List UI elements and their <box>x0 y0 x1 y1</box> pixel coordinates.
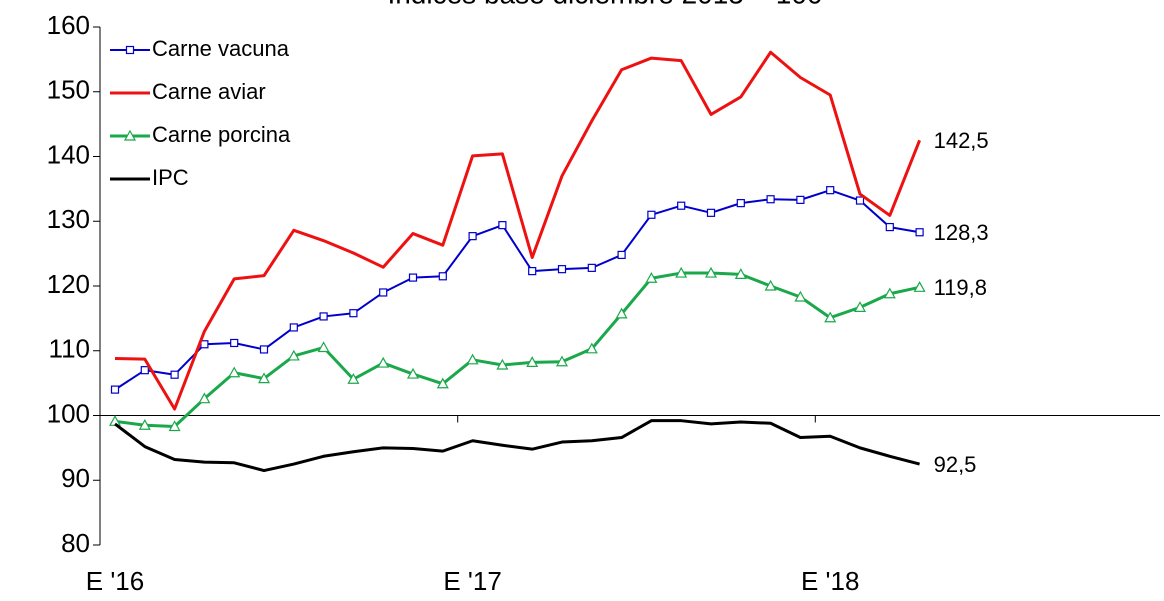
data-label: 128,3 <box>934 220 989 245</box>
y-tick-label: 90 <box>61 463 90 493</box>
marker <box>557 265 567 274</box>
data-label: 92,5 <box>934 452 977 477</box>
marker <box>408 273 418 282</box>
series: 142,5 <box>114 50 989 411</box>
marker <box>110 385 120 394</box>
marker <box>257 372 271 384</box>
series-line <box>114 189 920 391</box>
y-tick-label: 110 <box>49 334 90 364</box>
marker <box>498 221 507 230</box>
marker <box>406 367 420 379</box>
marker <box>796 195 805 204</box>
legend-item: Carne porcina <box>110 122 291 147</box>
marker <box>528 267 537 276</box>
legend-item: IPC <box>110 165 189 190</box>
marker <box>349 309 358 318</box>
marker <box>228 366 241 378</box>
legend-label: IPC <box>152 165 189 190</box>
marker <box>287 349 300 361</box>
y-tick-label: 150 <box>47 75 90 105</box>
marker <box>885 222 894 232</box>
marker <box>555 355 569 367</box>
marker <box>645 271 658 283</box>
chart-title: Indices base diciembre 2015 = 100 <box>387 0 822 9</box>
series: 128,3 <box>110 186 989 394</box>
marker <box>675 266 688 278</box>
marker <box>319 312 328 321</box>
series: 119,8 <box>108 266 987 432</box>
data-label: 119,8 <box>934 275 987 300</box>
y-tick-label: 160 <box>47 10 90 40</box>
marker <box>468 232 477 241</box>
marker <box>138 418 151 430</box>
x-tick-label: E '18 <box>801 566 859 596</box>
marker <box>198 392 211 404</box>
marker <box>734 268 747 279</box>
marker <box>794 290 807 302</box>
series-line <box>114 271 920 429</box>
marker <box>826 186 835 195</box>
series-line <box>114 50 921 411</box>
marker <box>883 287 896 299</box>
marker <box>915 228 924 237</box>
marker <box>125 45 135 55</box>
y-tick-label: 120 <box>47 269 90 299</box>
y-tick-label: 140 <box>47 139 90 169</box>
marker <box>123 129 137 141</box>
marker <box>617 250 626 260</box>
marker <box>496 358 509 370</box>
legend-item: Carne vacuna <box>110 36 290 61</box>
marker <box>438 272 447 281</box>
marker <box>526 356 539 368</box>
legend-label: Carne porcina <box>152 122 291 147</box>
marker <box>140 366 149 375</box>
marker <box>170 370 179 379</box>
marker <box>587 263 596 272</box>
marker <box>289 323 298 332</box>
x-tick-label: E '16 <box>86 566 144 596</box>
legend-item: Carne aviar <box>110 79 266 104</box>
marker <box>466 353 479 365</box>
series-line <box>114 419 920 473</box>
x-tick-label: E '17 <box>443 566 501 596</box>
marker <box>647 210 656 219</box>
marker <box>347 373 360 384</box>
y-tick-label: 80 <box>61 528 90 558</box>
marker <box>615 307 628 319</box>
marker <box>736 199 745 208</box>
marker <box>168 420 181 432</box>
legend-label: Carne vacuna <box>152 36 290 61</box>
marker <box>585 342 598 354</box>
series: 92,5 <box>114 419 977 477</box>
marker <box>824 311 837 323</box>
marker <box>766 195 775 204</box>
legend-label: Carne aviar <box>152 79 266 104</box>
data-label: 142,5 <box>934 128 989 153</box>
marker <box>379 288 388 297</box>
y-tick-label: 130 <box>47 204 90 234</box>
marker <box>377 356 390 368</box>
marker <box>677 201 686 210</box>
marker <box>764 279 777 291</box>
marker <box>706 208 716 217</box>
marker <box>853 301 867 312</box>
marker <box>230 338 239 348</box>
marker <box>855 196 865 205</box>
marker <box>259 345 269 354</box>
marker <box>913 281 926 292</box>
y-tick-label: 100 <box>47 398 90 428</box>
marker <box>436 377 449 389</box>
marker <box>317 341 330 353</box>
marker <box>704 266 718 278</box>
